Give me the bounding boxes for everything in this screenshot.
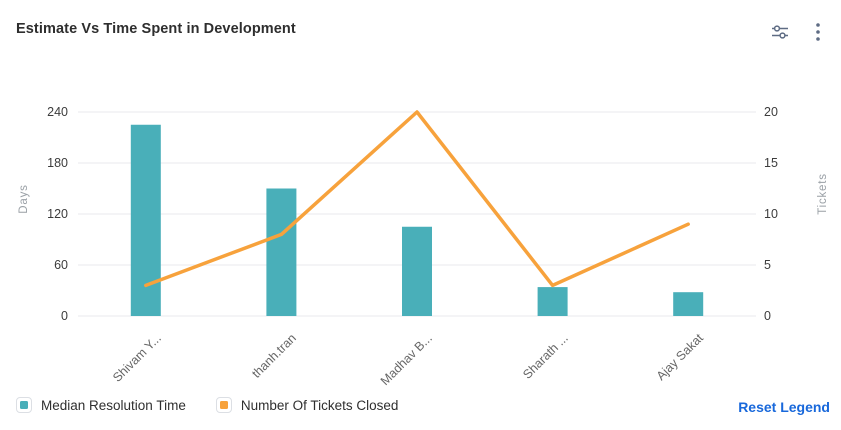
left-axis-title: Days: [18, 184, 30, 214]
legend-item-label: Median Resolution Time: [41, 397, 186, 413]
kebab-menu-icon: [808, 21, 828, 43]
bar-median-resolution-time[interactable]: [130, 124, 161, 316]
left-axis-tick: 240: [47, 105, 68, 119]
filter-sliders-icon: [770, 22, 790, 42]
more-options-button[interactable]: [805, 19, 831, 45]
right-axis-tick: 5: [764, 258, 771, 272]
chart-legend: Median Resolution Time Number Of Tickets …: [16, 397, 398, 413]
left-axis-tick: 180: [47, 156, 68, 170]
left-axis-tick: 120: [47, 207, 68, 221]
legend-swatch-icon: [16, 397, 32, 413]
right-axis-tick: 10: [764, 207, 778, 221]
right-axis-tick: 20: [764, 105, 778, 119]
legend-item[interactable]: Number Of Tickets Closed: [215, 397, 399, 413]
bar-median-resolution-time[interactable]: [673, 292, 704, 316]
legend-item-label: Number Of Tickets Closed: [240, 397, 399, 413]
right-axis-title: Tickets: [817, 173, 829, 215]
left-axis-tick: 60: [54, 258, 68, 272]
bar-median-resolution-time[interactable]: [537, 287, 568, 316]
legend-swatch-color: [20, 401, 28, 409]
bar-median-resolution-time[interactable]: [266, 188, 297, 317]
right-axis-tick: 0: [764, 309, 771, 323]
reset-legend-link[interactable]: Reset Legend: [738, 399, 830, 415]
right-axis-tick: 15: [764, 156, 778, 170]
chart-title: Estimate Vs Time Spent in Development: [16, 21, 296, 37]
legend-item[interactable]: Median Resolution Time: [16, 397, 186, 413]
legend-swatch-icon: [215, 397, 232, 413]
bar-median-resolution-time[interactable]: [402, 226, 432, 316]
left-axis-tick: 0: [61, 309, 68, 323]
chart-settings-button[interactable]: [767, 19, 793, 45]
legend-swatch-color: [219, 401, 228, 409]
line-number-of-tickets-closed[interactable]: [144, 110, 690, 288]
